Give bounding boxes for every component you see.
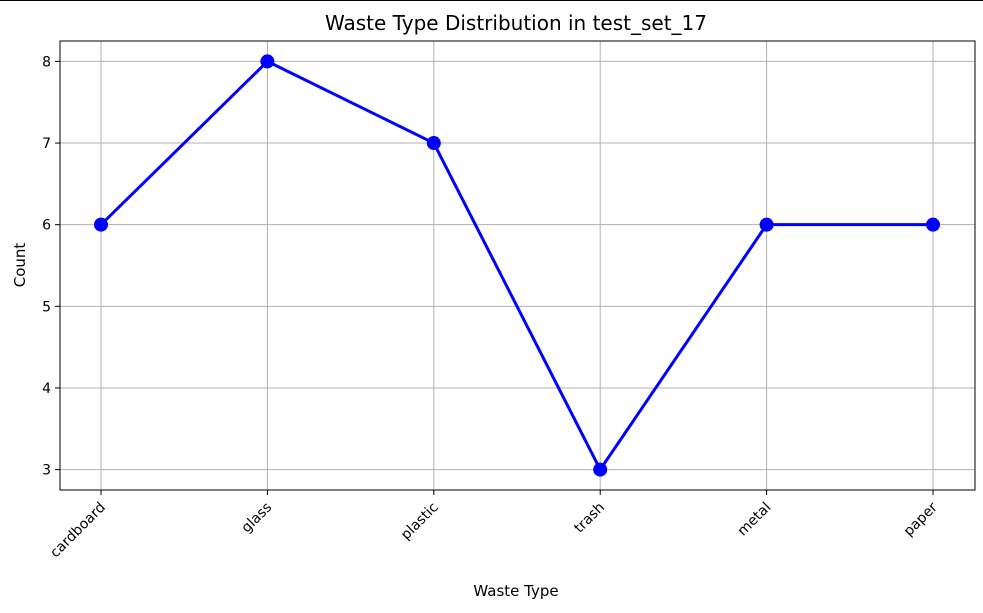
plot-area-frame: [59, 40, 976, 491]
x-axis-label: Waste Type: [473, 582, 558, 600]
series-count: [94, 54, 940, 477]
y-tick-label: 6: [42, 218, 51, 234]
data-point: [593, 462, 608, 477]
top-border: [0, 0, 983, 1]
y-tick-label: 7: [42, 136, 51, 152]
x-tick-label: metal: [735, 500, 775, 540]
grid: [60, 41, 975, 490]
x-tick-label: plastic: [398, 500, 442, 544]
x-tick-label: glass: [238, 500, 275, 537]
chart-title: Waste Type Distribution in test_set_17: [325, 11, 707, 35]
x-tick-label: trash: [571, 500, 608, 537]
series-line: [99, 59, 933, 472]
x-tick-label: paper: [901, 499, 941, 539]
y-axis-label: Count: [11, 243, 29, 288]
data-point: [926, 217, 940, 232]
data-point: [426, 136, 441, 151]
y-tick-label: 3: [42, 463, 51, 479]
axis-ticks: cardboard glass plastic trash metal paper 3 4 5 6…: [42, 54, 941, 561]
data-point: [260, 54, 275, 69]
x-tick-label: cardboard: [47, 500, 109, 562]
y-tick-label: 5: [42, 299, 51, 315]
data-point: [759, 217, 774, 232]
data-point: [94, 217, 108, 232]
y-tick-label: 8: [42, 54, 51, 70]
y-tick-label: 4: [42, 381, 51, 397]
